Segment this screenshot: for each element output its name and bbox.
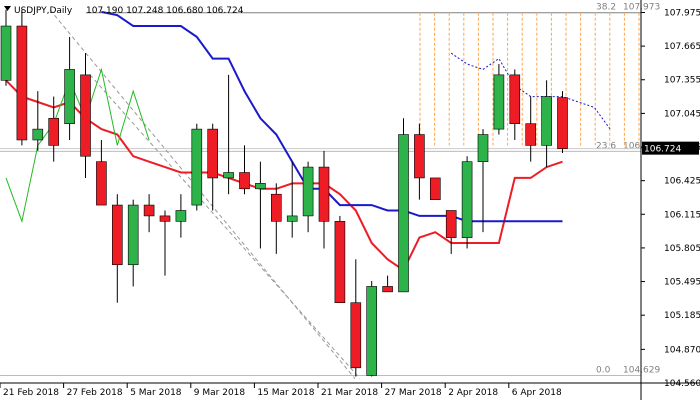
bearish-candle [270, 193, 282, 222]
bullish-candle [302, 166, 314, 217]
x-tick-label: 6 Apr 2018 [512, 388, 562, 398]
bearish-candle [382, 286, 393, 293]
y-tick-label: 107.665 [664, 42, 700, 52]
x-tick-label: 5 Mar 2018 [130, 388, 182, 398]
bullish-candle [461, 161, 473, 238]
y-tick-label: 107.975 [664, 8, 700, 18]
bullish-candle [191, 128, 203, 206]
collapse-triangle-icon[interactable] [4, 6, 11, 11]
candles-layer [0, 9, 568, 377]
fib-level-label: 38.2 [596, 3, 616, 13]
bearish-candle [48, 117, 60, 146]
bullish-candle [493, 74, 505, 130]
x-tick-label: 21 Feb 2018 [3, 388, 59, 398]
bearish-candle [96, 161, 107, 206]
x-tick-label: 9 Mar 2018 [194, 388, 246, 398]
ohlc-readout: 107.190 107.248 106.680 106.724 [86, 6, 244, 16]
bullish-candle [398, 134, 409, 293]
bearish-candle [350, 302, 362, 369]
y-tick-label: 105.805 [664, 244, 700, 254]
bullish-candle [0, 25, 12, 81]
fib-price-label: 104.629 [623, 366, 660, 376]
bullish-candle [255, 183, 266, 190]
x-tick-label: 21 Mar 2018 [321, 388, 378, 398]
trendline-lower [89, 74, 361, 379]
bearish-candle [16, 25, 28, 141]
bearish-candle [429, 177, 441, 200]
current-price-box [642, 141, 699, 155]
blue-indicator-line [101, 10, 563, 223]
y-tick-label: 104.870 [664, 345, 700, 355]
fib-price-label: 106.695 [623, 141, 660, 151]
bullish-candle [477, 134, 489, 162]
fibonacci-layer: 38.2 107.973 23.6 106.695 0.0 104.629 [0, 3, 660, 377]
chart-header: USDJPY,Daily 107.190 107.248 106.680 106… [4, 6, 244, 16]
bearish-candle [143, 204, 155, 217]
current-price-label: 106.724 [644, 145, 681, 155]
y-tick-label: 106.115 [664, 210, 700, 220]
y-tick-label: 105.495 [664, 278, 700, 288]
x-tick-label: 27 Feb 2018 [67, 388, 123, 398]
y-tick-label: 107.355 [664, 76, 700, 86]
bearish-candle [80, 74, 91, 157]
bullish-candle [286, 215, 298, 222]
bearish-candle [207, 128, 218, 179]
bullish-candle [64, 69, 75, 124]
y-tick-label: 107.045 [664, 109, 700, 119]
bullish-candle [127, 204, 139, 266]
bearish-candle [445, 210, 457, 238]
x-tick-label: 2 Apr 2018 [448, 388, 498, 398]
fib-level-label: 23.6 [596, 141, 616, 151]
y-tick-label: 104.560 [664, 379, 700, 389]
bullish-candle [366, 286, 378, 376]
bullish-candle [32, 128, 44, 141]
symbol-label: USDJPY,Daily [14, 6, 73, 16]
bullish-candle [175, 210, 187, 222]
bearish-candle [239, 172, 250, 190]
x-tick-label: 27 Mar 2018 [385, 388, 442, 398]
red-indicator-line [5, 79, 563, 272]
fib-price-label: 107.973 [623, 3, 660, 13]
fib-level-label: 0.0 [596, 366, 611, 376]
bullish-candle [541, 96, 552, 146]
bearish-candle [557, 97, 568, 149]
bearish-candle [112, 204, 123, 266]
y-tick-label: 106.425 [664, 177, 700, 187]
bearish-candle [414, 134, 425, 179]
x-tick-label: 15 Mar 2018 [257, 388, 314, 398]
y-tick-label: 105.185 [664, 311, 700, 321]
bullish-candle [223, 172, 234, 179]
bearish-candle [159, 215, 171, 222]
bearish-candle [318, 166, 330, 222]
bearish-candle [509, 74, 521, 124]
bearish-candle [525, 123, 537, 146]
bearish-candle [334, 221, 346, 304]
green-indicator-line [5, 67, 150, 224]
